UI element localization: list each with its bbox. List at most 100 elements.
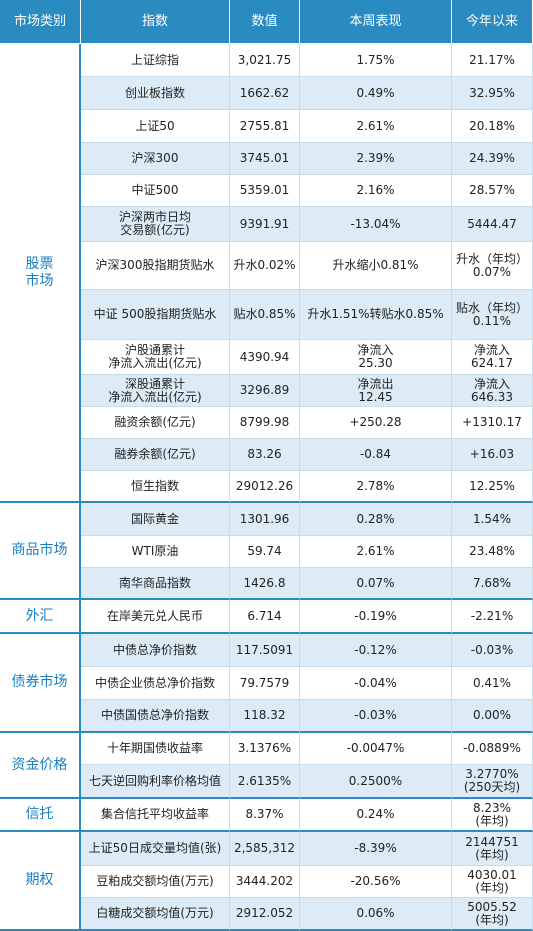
value-cell: 0.49% [300, 77, 452, 110]
value-cell: 0.07% [300, 568, 452, 600]
category-label: 资金价格 [0, 733, 81, 799]
index-name: 上证50日成交量均值(张) [81, 832, 230, 866]
value-cell: 8.23% (年均) [452, 799, 533, 832]
index-name: 融资余额(亿元) [81, 407, 230, 439]
value-cell: 2.61% [300, 110, 452, 143]
index-name: 白糖成交额均值(万元) [81, 898, 230, 931]
value-cell: 12.25% [452, 471, 533, 503]
index-name: 上证综指 [81, 44, 230, 77]
value-cell: +1310.17 [452, 407, 533, 439]
value-cell: 3.2770% (250天均) [452, 765, 533, 799]
index-name: 中证500 [81, 175, 230, 207]
value-cell: -0.19% [300, 600, 452, 634]
value-cell: 净流入 25.30 [300, 340, 452, 375]
value-cell: 7.68% [452, 568, 533, 600]
index-name: 在岸美元兑人民币 [81, 600, 230, 634]
value-cell: -0.12% [300, 634, 452, 667]
category-label: 期权 [0, 832, 81, 931]
value-cell: -8.39% [300, 832, 452, 866]
value-cell: 0.28% [300, 503, 452, 536]
index-name: 国际黄金 [81, 503, 230, 536]
value-cell: 贴水（年均） 0.11% [452, 290, 533, 340]
value-cell: -0.04% [300, 667, 452, 700]
value-cell: 83.26 [230, 439, 300, 471]
value-cell: 5005.52 (年均) [452, 898, 533, 931]
value-cell: 2,585,312 [230, 832, 300, 866]
index-name: 恒生指数 [81, 471, 230, 503]
value-cell: 32.95% [452, 77, 533, 110]
value-cell: 2.61% [300, 536, 452, 568]
value-cell: 2.16% [300, 175, 452, 207]
value-cell: 净流入 646.33 [452, 375, 533, 407]
value-cell: -0.0047% [300, 733, 452, 765]
value-cell: 1662.62 [230, 77, 300, 110]
category-label: 债券市场 [0, 634, 81, 733]
value-cell: 59.74 [230, 536, 300, 568]
header-cell: 今年以来 [452, 0, 533, 44]
value-cell: 3296.89 [230, 375, 300, 407]
value-cell: 28.57% [452, 175, 533, 207]
value-cell: -0.0889% [452, 733, 533, 765]
value-cell: 2.6135% [230, 765, 300, 799]
value-cell: 升水0.02% [230, 242, 300, 290]
index-name: WTI原油 [81, 536, 230, 568]
value-cell: 9391.91 [230, 207, 300, 242]
value-cell: 8799.98 [230, 407, 300, 439]
index-name: 沪股通累计 净流入流出(亿元) [81, 340, 230, 375]
value-cell: -13.04% [300, 207, 452, 242]
header-cell: 本周表现 [300, 0, 452, 44]
index-name: 沪深两市日均 交易额(亿元) [81, 207, 230, 242]
value-cell: 6.714 [230, 600, 300, 634]
index-name: 中证 500股指期货贴水 [81, 290, 230, 340]
value-cell: 2755.81 [230, 110, 300, 143]
index-name: 中债国债总净价指数 [81, 700, 230, 733]
value-cell: 1.54% [452, 503, 533, 536]
value-cell: 118.32 [230, 700, 300, 733]
value-cell: +250.28 [300, 407, 452, 439]
value-cell: 升水（年均） 0.07% [452, 242, 533, 290]
index-name: 沪深300 [81, 143, 230, 175]
value-cell: 4030.01 (年均) [452, 866, 533, 898]
value-cell: 0.00% [452, 700, 533, 733]
index-name: 中债企业债总净价指数 [81, 667, 230, 700]
value-cell: -20.56% [300, 866, 452, 898]
header-cell: 数值 [230, 0, 300, 44]
value-cell: 0.06% [300, 898, 452, 931]
value-cell: 3,021.75 [230, 44, 300, 77]
index-name: 上证50 [81, 110, 230, 143]
value-cell: 3745.01 [230, 143, 300, 175]
value-cell: 2.39% [300, 143, 452, 175]
value-cell: 5359.01 [230, 175, 300, 207]
value-cell: 20.18% [452, 110, 533, 143]
index-name: 融券余额(亿元) [81, 439, 230, 471]
category-label: 外汇 [0, 600, 81, 634]
value-cell: 升水缩小0.81% [300, 242, 452, 290]
value-cell: 2912.052 [230, 898, 300, 931]
value-cell: -2.21% [452, 600, 533, 634]
value-cell: 贴水0.85% [230, 290, 300, 340]
value-cell: -0.84 [300, 439, 452, 471]
value-cell: -0.03% [300, 700, 452, 733]
value-cell: 0.24% [300, 799, 452, 832]
value-cell: 净流出 12.45 [300, 375, 452, 407]
value-cell: 净流入 624.17 [452, 340, 533, 375]
value-cell: 8.37% [230, 799, 300, 832]
index-name: 沪深300股指期货贴水 [81, 242, 230, 290]
header-cell: 指数 [81, 0, 230, 44]
value-cell: 23.48% [452, 536, 533, 568]
value-cell: 0.41% [452, 667, 533, 700]
category-label: 股票 市场 [0, 44, 81, 503]
value-cell: 3444.202 [230, 866, 300, 898]
value-cell: 1301.96 [230, 503, 300, 536]
category-label: 商品市场 [0, 503, 81, 600]
value-cell: 21.17% [452, 44, 533, 77]
value-cell: 79.7579 [230, 667, 300, 700]
value-cell: 24.39% [452, 143, 533, 175]
index-name: 南华商品指数 [81, 568, 230, 600]
index-name: 深股通累计 净流入流出(亿元) [81, 375, 230, 407]
index-name: 十年期国债收益率 [81, 733, 230, 765]
value-cell: 117.5091 [230, 634, 300, 667]
value-cell: 5444.47 [452, 207, 533, 242]
value-cell: -0.03% [452, 634, 533, 667]
